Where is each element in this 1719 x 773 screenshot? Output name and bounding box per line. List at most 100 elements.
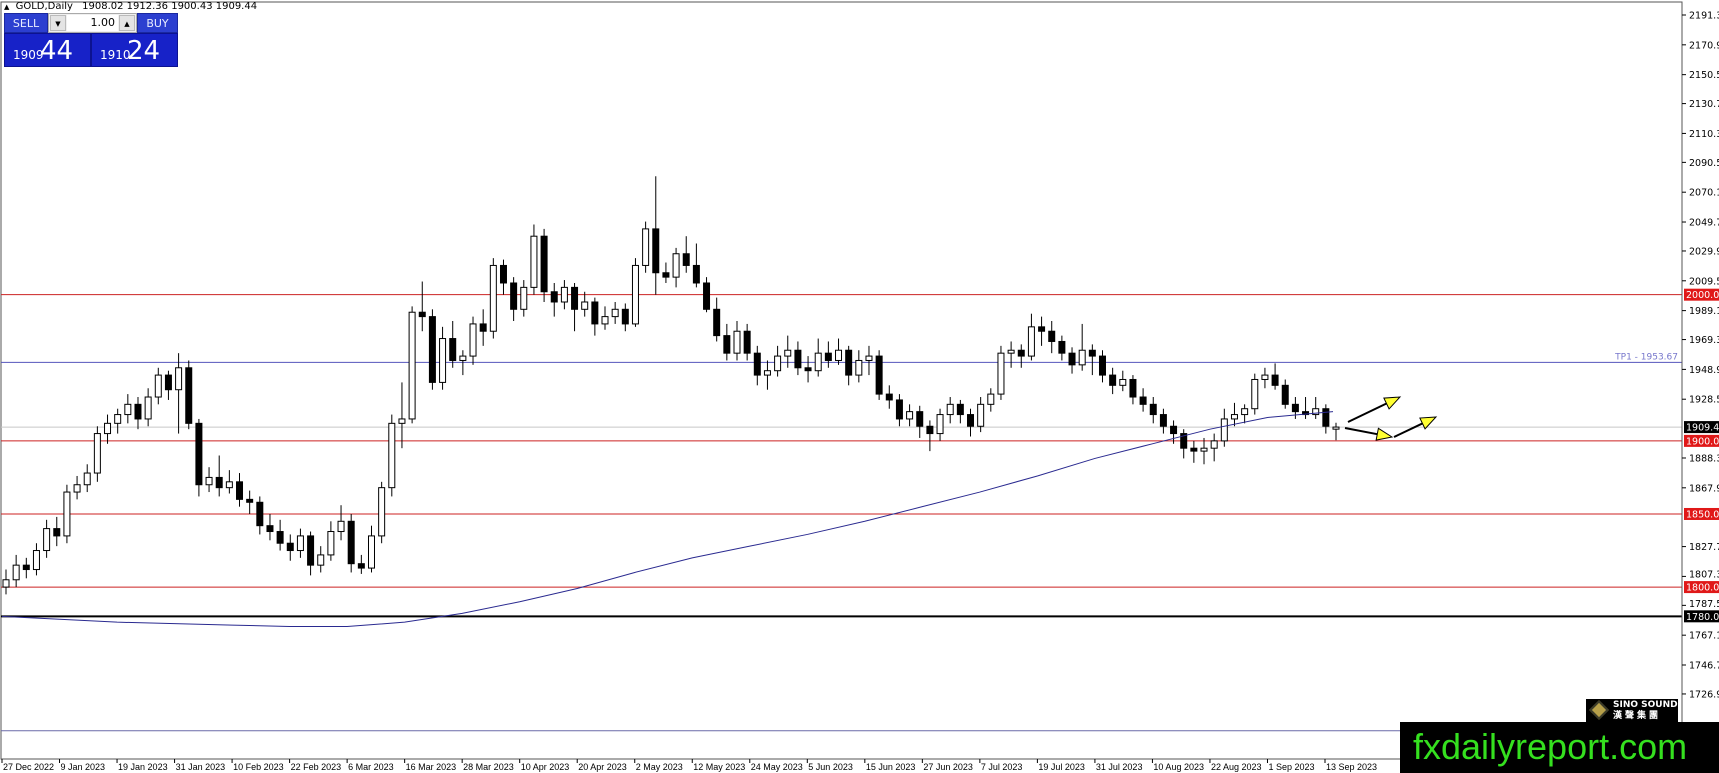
y-tick-label: 2090.50 <box>1689 158 1719 169</box>
candle-body <box>428 316 436 383</box>
candle-body <box>774 355 782 372</box>
candle-body <box>489 264 497 332</box>
x-tick-label: 5 Jun 2023 <box>808 762 853 772</box>
annotation-arrow-icon <box>1347 396 1402 423</box>
buy-price[interactable]: 1910 24 <box>91 33 178 67</box>
candle-body <box>408 311 416 420</box>
candle-body <box>317 554 325 566</box>
y-tick-label: 2191.30 <box>1689 11 1719 22</box>
y-tick-label: 2049.70 <box>1689 218 1719 229</box>
y-tick-label: 1726.90 <box>1689 689 1719 700</box>
candle-body <box>885 393 893 401</box>
candle-body <box>134 403 142 420</box>
candle-body <box>652 228 660 274</box>
candle-body <box>895 399 903 420</box>
candle-body <box>956 403 964 416</box>
candle-body <box>784 349 792 357</box>
y-tick-label: 1928.50 <box>1689 395 1719 406</box>
candle-body <box>977 403 985 427</box>
candle-body <box>631 264 639 325</box>
candle-body <box>83 472 91 486</box>
x-tick-label: 16 Mar 2023 <box>406 762 457 772</box>
candle-body <box>1170 425 1178 435</box>
candle-body <box>865 355 873 361</box>
x-tick-label: 10 Feb 2023 <box>233 762 284 772</box>
logo-text: fxdailyreport.com <box>1413 726 1688 767</box>
x-tick-label: 22 Feb 2023 <box>291 762 342 772</box>
y-tick-label: 2170.90 <box>1689 40 1719 51</box>
candle-body <box>225 481 233 489</box>
y-tick-label: 1827.70 <box>1689 542 1719 553</box>
increase-lot-button[interactable]: ▲ <box>119 15 135 31</box>
triangle-icon: ▲ <box>4 3 10 11</box>
candle-body <box>1058 340 1066 354</box>
candle-body <box>154 374 162 398</box>
lot-size-stepper[interactable]: ▼ 1.00 ▲ <box>48 13 137 33</box>
y-tick-label: 2070.10 <box>1689 188 1719 199</box>
candle-body <box>144 396 152 420</box>
candle-body <box>104 422 112 435</box>
arrow-head <box>1383 396 1402 410</box>
candle-body <box>581 301 589 310</box>
x-tick-label: 7 Jul 2023 <box>981 762 1023 772</box>
candle-body <box>124 403 132 416</box>
x-tick-label: 13 Sep 2023 <box>1326 762 1377 772</box>
watermark-logo: fxdailyreport.com <box>1400 722 1719 773</box>
brand-name: SINO SOUND <box>1613 700 1678 710</box>
candle-body <box>114 414 122 424</box>
candle-body <box>398 418 406 424</box>
price-tag-bg <box>1684 288 1719 301</box>
candle-body <box>530 235 538 288</box>
tp1-label: TP1 - 1953.67 <box>1614 352 1678 362</box>
plot-frame <box>0 1 1683 760</box>
candle-body <box>296 535 304 552</box>
ohlc-readout: 1908.02 1912.36 1900.43 1909.44 <box>82 1 258 12</box>
candle-body <box>12 564 20 581</box>
sell-price[interactable]: 1909 44 <box>4 33 91 67</box>
candle-body <box>1241 408 1249 416</box>
lot-size-input[interactable]: 1.00 <box>67 15 118 31</box>
sell-button[interactable]: SELL <box>4 13 48 33</box>
y-tick-label: 1948.90 <box>1689 365 1719 376</box>
candle-body <box>1261 374 1269 380</box>
candle-body <box>520 286 528 310</box>
candle-body <box>307 535 315 566</box>
candle-body <box>459 355 467 361</box>
candle-body <box>1322 408 1330 427</box>
candle-body <box>967 414 975 427</box>
candle-body <box>276 531 284 544</box>
candle-body <box>987 393 995 405</box>
price-tag-bg <box>1684 581 1719 594</box>
x-tick-label: 15 Jun 2023 <box>866 762 916 772</box>
x-tick-label: 6 Mar 2023 <box>348 762 394 772</box>
buy-button[interactable]: BUY <box>137 13 178 33</box>
y-tick-label: 2110.30 <box>1689 129 1719 140</box>
x-tick-label: 22 Aug 2023 <box>1211 762 1262 772</box>
candle-body <box>388 422 396 489</box>
candle-body <box>1078 349 1086 366</box>
arrow-shaft <box>1347 402 1387 423</box>
candle-body <box>337 520 345 533</box>
brand-logo-box: SINO SOUND 漢聲集團 <box>1586 699 1678 722</box>
y-tick-label: 2130.70 <box>1689 99 1719 110</box>
x-tick-label: 10 Apr 2023 <box>521 762 570 772</box>
candle-body <box>743 330 751 354</box>
candle-body <box>205 476 213 486</box>
candle-body <box>63 491 71 537</box>
candle-body <box>32 550 40 571</box>
y-tick-label: 1787.50 <box>1689 599 1719 610</box>
candle-body <box>367 535 375 569</box>
candle-body <box>1220 418 1228 442</box>
candle-body <box>327 531 335 556</box>
x-tick-label: 27 Dec 2022 <box>3 762 54 772</box>
decrease-lot-button[interactable]: ▼ <box>50 15 66 31</box>
candle-body <box>1048 330 1056 342</box>
candle-body <box>246 498 254 503</box>
candle-body <box>662 272 670 278</box>
candle-body <box>936 414 944 435</box>
candle-body <box>713 308 721 337</box>
x-tick-label: 28 Mar 2023 <box>463 762 514 772</box>
candle-body <box>357 563 365 569</box>
sell-price-small: 1909 <box>13 48 44 62</box>
